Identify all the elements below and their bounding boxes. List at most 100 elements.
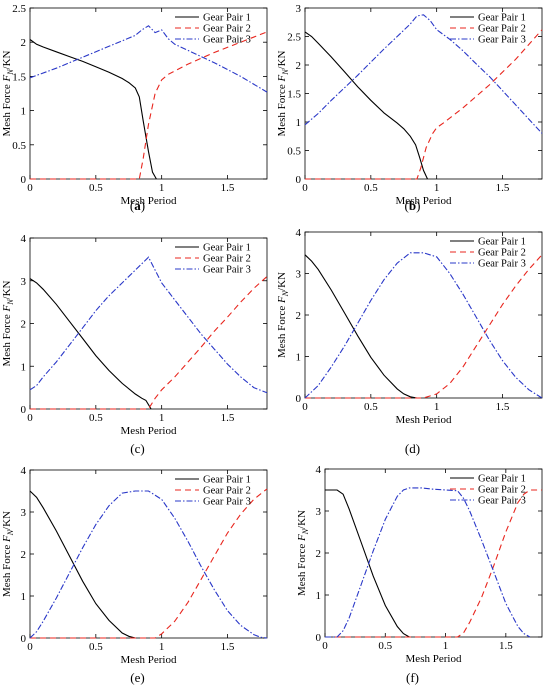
legend-label-gear-pair-1: Gear Pair 1 xyxy=(203,243,251,254)
x-axis-label: Mesh Period xyxy=(396,414,452,426)
legend-label-gear-pair-2: Gear Pair 2 xyxy=(478,485,526,496)
legend-label-gear-pair-3: Gear Pair 3 xyxy=(203,265,251,276)
y-tick-label: 2.5 xyxy=(12,3,26,15)
y-axis-label: Mesh Force FN/KN xyxy=(276,50,290,136)
y-tick-label: 2.5 xyxy=(287,32,301,44)
x-axis-label: Mesh Period xyxy=(406,653,462,665)
series-line-gear-pair-1 xyxy=(304,254,417,399)
series-line-gear-pair-1 xyxy=(29,278,152,410)
series-line-gear-pair-2 xyxy=(30,31,268,180)
panel-caption-d: (d) xyxy=(404,441,421,456)
chart-panel-e: 0 0.5 1 1.5 0 1 2 3 4 Mesh Period Mesh Force FN/KN… xyxy=(1,465,268,666)
legend-label-gear-pair-2: Gear Pair 2 xyxy=(478,248,526,259)
chart-panel-b: 0 0.5 1 1.5 0 0.5 1 1.5 2 2.5 3 Mesh Period Mesh For… xyxy=(276,3,543,207)
caption-letter: a xyxy=(134,198,141,213)
legend-label-gear-pair-1: Gear Pair 1 xyxy=(478,237,526,248)
x-tick-label: 1 xyxy=(159,641,165,653)
y-tick-label: 0 xyxy=(296,174,302,186)
series-line-gear-pair-1 xyxy=(325,489,410,638)
legend-label-gear-pair-1: Gear Pair 1 xyxy=(203,13,251,24)
x-axis-label: Mesh Period xyxy=(121,195,177,207)
legend-label-gear-pair-3: Gear Pair 3 xyxy=(478,496,526,507)
y-tick-label: 2 xyxy=(21,549,27,561)
series-line-gear-pair-1 xyxy=(304,31,428,180)
x-axis-label: Mesh Period xyxy=(396,195,452,207)
x-tick-label: 1 xyxy=(159,182,165,194)
panel-caption-c: (c) xyxy=(130,441,145,456)
caption-letter: f xyxy=(410,670,415,685)
y-tick-label: 0 xyxy=(21,404,27,416)
legend-label-gear-pair-1: Gear Pair 1 xyxy=(478,13,526,24)
x-tick-label: 0.5 xyxy=(364,182,378,194)
panel-caption-f: (f) xyxy=(405,670,420,685)
y-tick-label: 4 xyxy=(21,233,27,245)
y-tick-label: 0 xyxy=(21,633,27,645)
x-tick-label: 1 xyxy=(434,182,440,194)
chart-panel-d: 0 0.5 1 1.5 0 1 2 3 4 Mesh Period Mesh Force FN/KN… xyxy=(276,227,543,426)
y-tick-label: 1 xyxy=(296,117,302,129)
x-tick-label: 0.5 xyxy=(378,640,392,652)
y-tick-label: 1 xyxy=(21,361,27,373)
panel-caption-a: (a) xyxy=(129,198,146,213)
series-line-gear-pair-2 xyxy=(305,29,543,180)
y-tick-label: 0.5 xyxy=(12,140,26,152)
y-tick-label: 2 xyxy=(316,548,322,560)
x-tick-label: 0 xyxy=(302,401,308,413)
x-tick-label: 0 xyxy=(322,640,328,652)
y-tick-label: 1 xyxy=(21,591,27,603)
y-tick-label: 3 xyxy=(296,3,302,15)
y-tick-label: 2 xyxy=(21,319,27,331)
y-axis-label: Mesh Force FN/KN xyxy=(1,511,15,597)
legend-label-gear-pair-3: Gear Pair 3 xyxy=(478,35,526,46)
series-line-gear-pair-3 xyxy=(29,25,268,93)
y-tick-label: 3 xyxy=(296,269,302,281)
legend-label-gear-pair-2: Gear Pair 2 xyxy=(478,24,526,35)
x-tick-label: 1.5 xyxy=(221,412,235,424)
caption-letter: b xyxy=(408,198,417,213)
x-tick-label: 0 xyxy=(27,182,33,194)
panel-caption-e: (e) xyxy=(130,670,145,685)
y-tick-label: 1 xyxy=(21,106,27,118)
x-tick-label: 1.5 xyxy=(221,182,235,194)
legend-label-gear-pair-2: Gear Pair 2 xyxy=(203,24,251,35)
chart-panel-a: 0 0.5 1 1.5 0 0.5 1 1.5 2 2.5 Mesh Period Mesh Forc… xyxy=(1,3,268,207)
series-line-gear-pair-3 xyxy=(304,252,543,399)
y-tick-label: 2 xyxy=(296,60,302,72)
x-tick-label: 1.5 xyxy=(496,182,510,194)
series-line-gear-pair-3 xyxy=(29,490,268,639)
plot-frame xyxy=(29,7,268,180)
y-tick-label: 3 xyxy=(21,276,27,288)
y-tick-label: 0 xyxy=(21,174,27,186)
x-tick-label: 1 xyxy=(159,412,165,424)
x-tick-label: 1 xyxy=(443,640,449,652)
legend-label-gear-pair-1: Gear Pair 1 xyxy=(203,475,251,486)
chart-panel-f: 0 0.5 1 1.5 0 1 2 3 4 Mesh Period Mesh Force FN/KN… xyxy=(296,464,543,665)
x-tick-label: 0.5 xyxy=(89,412,103,424)
x-axis-label: Mesh Period xyxy=(121,654,177,666)
panel-caption-b: (b) xyxy=(404,198,421,213)
series-line-gear-pair-2 xyxy=(305,254,543,399)
caption-letter: c xyxy=(134,441,141,456)
y-tick-label: 4 xyxy=(296,227,302,239)
chart-panel-c: 0 0.5 1 1.5 0 1 2 3 4 Mesh Period Mesh Force FN/KN… xyxy=(1,233,268,437)
legend-label-gear-pair-2: Gear Pair 2 xyxy=(203,254,251,265)
x-tick-label: 0.5 xyxy=(89,641,103,653)
y-tick-label: 1.5 xyxy=(287,89,301,101)
y-axis-label: Mesh Force FN/KN xyxy=(1,280,15,366)
y-tick-label: 1 xyxy=(316,590,322,602)
series-line-gear-pair-2 xyxy=(30,488,268,639)
y-tick-label: 3 xyxy=(21,507,27,519)
y-tick-label: 1 xyxy=(296,352,302,364)
series-line-gear-pair-3 xyxy=(325,487,531,638)
x-tick-label: 0 xyxy=(27,641,33,653)
y-axis-label: Mesh Force FN/KN xyxy=(276,272,290,358)
y-tick-label: 0 xyxy=(316,632,322,644)
y-tick-label: 0 xyxy=(296,393,302,405)
series-line-gear-pair-1 xyxy=(29,490,136,639)
